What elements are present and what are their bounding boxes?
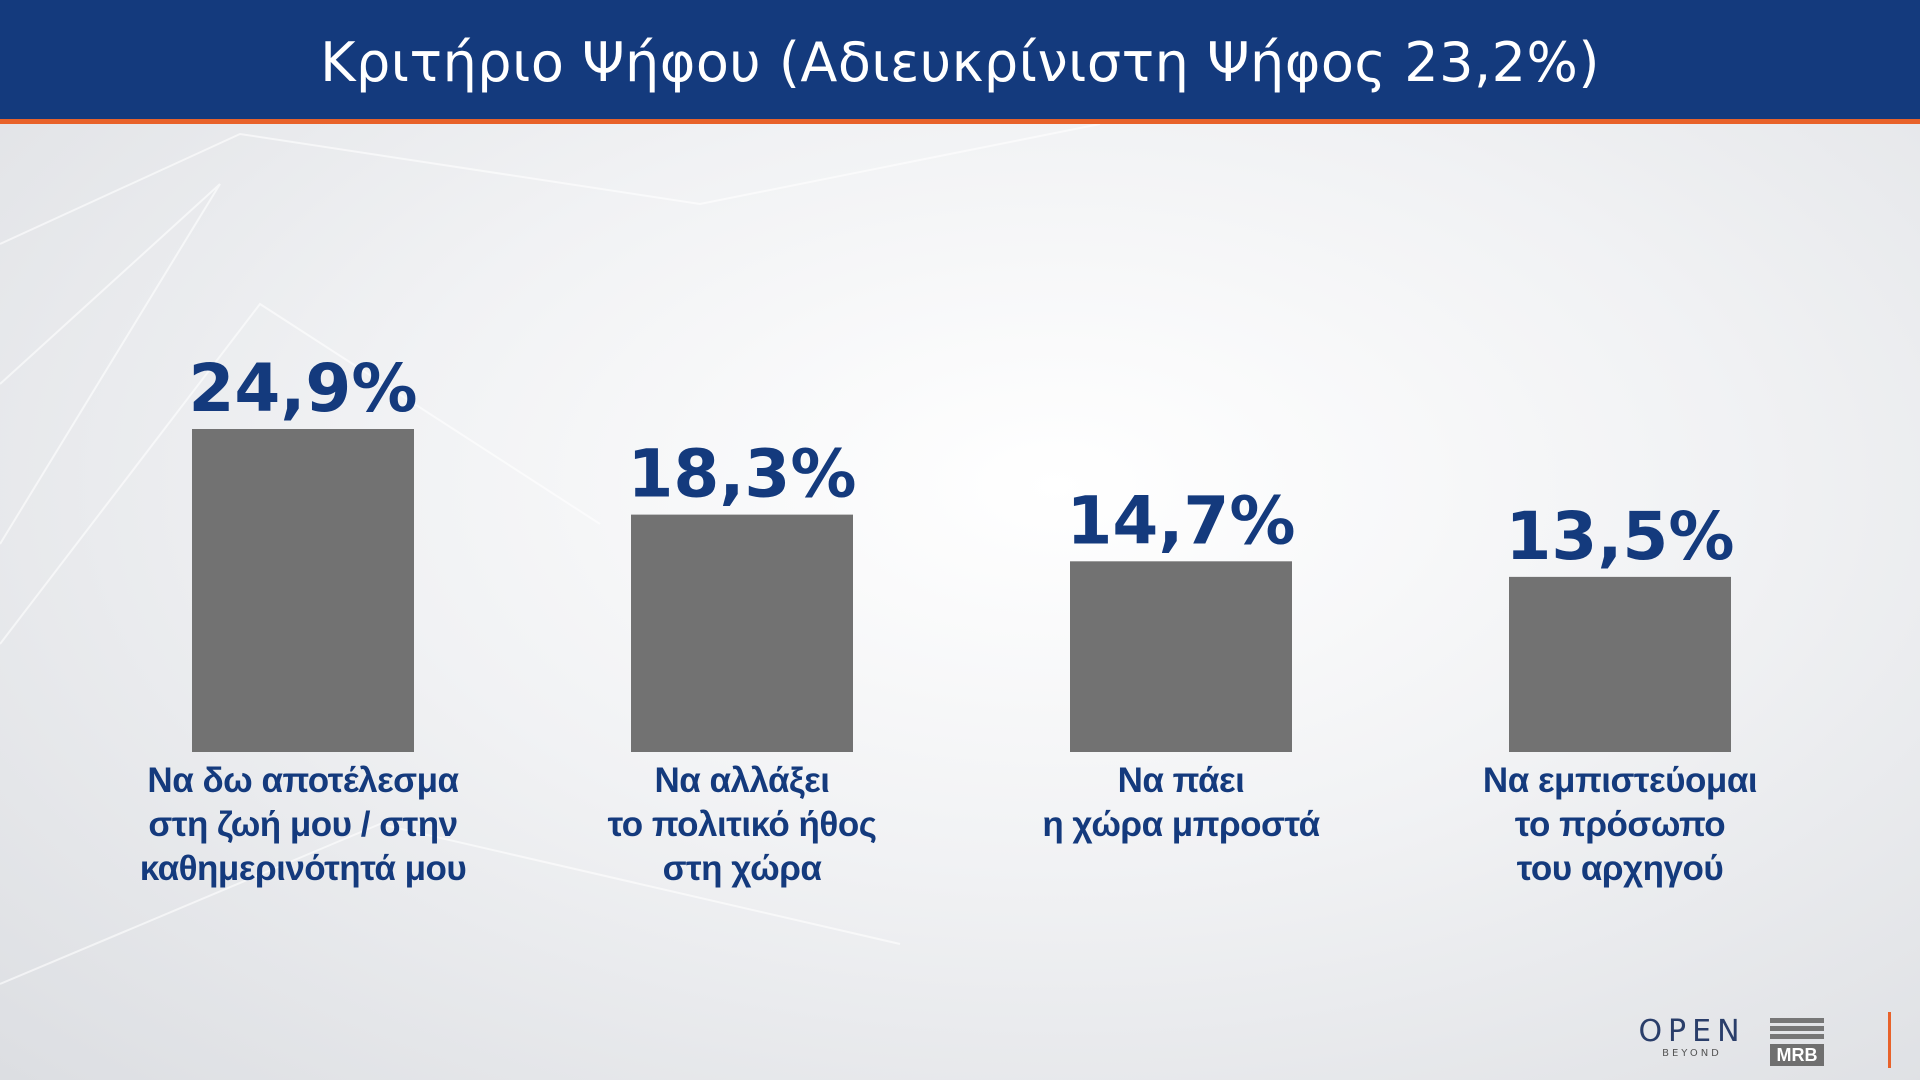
header-bar: Κριτήριο Ψήφου (Αδιευκρίνιστη Ψήφος 23,2… — [0, 0, 1920, 124]
bar-4 — [1509, 576, 1731, 752]
bar-2 — [631, 514, 853, 752]
value-label-4: 13,5% — [1506, 498, 1735, 575]
category-label-1: Να δω αποτέλεσμα στη ζωή μου / στην καθημε… — [140, 761, 467, 888]
category-label-3: Να πάει η χώρα μπροστά — [1042, 761, 1320, 844]
bar-1 — [192, 429, 414, 752]
value-label-1: 24,9% — [189, 350, 418, 427]
category-label-4: Να εμπιστεύομαι το πρόσωπο του αρχηγού — [1483, 761, 1757, 888]
background-decoration — [0, 124, 1101, 985]
mrb-logo: MRB — [1770, 1018, 1824, 1066]
value-label-2: 18,3% — [628, 436, 857, 513]
accent-divider — [1888, 1012, 1891, 1068]
value-label-3: 14,7% — [1067, 482, 1296, 559]
footer-logos: OPEN BEYOND MRB — [1600, 1000, 1920, 1080]
bar-3 — [1070, 561, 1292, 752]
open-beyond-logo: OPEN BEYOND — [1638, 1014, 1746, 1060]
page-title: Κριτήριο Ψήφου (Αδιευκρίνιστη Ψήφος 23,2… — [320, 31, 1600, 94]
category-label-2: Να αλλάξει το πολιτικό ήθος στη χώρα — [608, 761, 877, 888]
